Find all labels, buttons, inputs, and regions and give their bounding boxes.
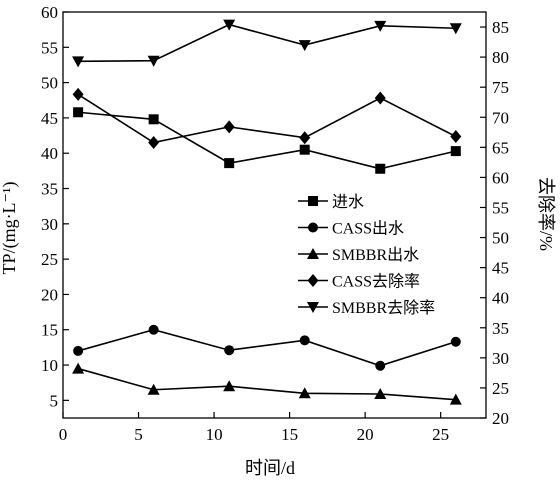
y-tick-label: 35 (41, 180, 58, 199)
y-tick-label: 15 (41, 321, 58, 340)
y2-tick-label: 65 (492, 138, 509, 157)
plot-frame (62, 11, 487, 419)
data-point (450, 336, 461, 347)
y-tick-label: 50 (41, 74, 58, 93)
legend-item: CASS去除率 (298, 273, 420, 291)
data-point (450, 146, 461, 157)
series-layer (72, 19, 462, 405)
data-point (299, 144, 310, 155)
series-line (77, 93, 457, 144)
left-y-axis-title: TP/(mg·L⁻¹) (0, 182, 20, 275)
y2-tick-label: 50 (492, 229, 509, 248)
y-tick-label: 60 (41, 3, 58, 22)
y-tick-label: 20 (41, 285, 58, 304)
legend-label: SMBBR去除率 (332, 299, 435, 317)
y2-tick-label: 60 (492, 168, 509, 187)
data-point (374, 91, 386, 105)
data-point (148, 324, 159, 335)
series-line (77, 367, 456, 401)
y2-tick-label: 20 (492, 409, 509, 428)
legend-marker (308, 222, 318, 233)
data-point (147, 383, 160, 395)
right-y-axis-title: 去除率/% (536, 177, 556, 251)
y2-tick-label: 55 (492, 198, 509, 217)
data-point (223, 380, 236, 392)
legend-item: CASS出水 (298, 220, 404, 238)
y2-tick-label: 35 (492, 319, 509, 338)
legend-label: SMBBR出水 (332, 246, 419, 264)
data-point (72, 362, 85, 374)
data-point (449, 23, 462, 35)
y-tick-label: 25 (41, 250, 58, 269)
data-point (148, 114, 159, 125)
y-tick-label: 5 (50, 391, 59, 410)
left-y-axis: 5 10 15 20 25 30 35 40 45 50 55 60 (41, 3, 69, 410)
data-point (375, 163, 386, 174)
x-tick-label: 0 (59, 425, 68, 444)
series-line (77, 328, 457, 367)
data-point (374, 20, 387, 32)
data-point (299, 335, 310, 346)
legend-marker (307, 248, 319, 259)
x-axis: 0 5 10 15 20 25 (59, 412, 449, 444)
legend-marker (307, 302, 319, 313)
plot-border (62, 11, 487, 419)
x-tick-label: 5 (134, 425, 143, 444)
y2-tick-label: 75 (492, 78, 509, 97)
y-tick-label: 40 (41, 144, 58, 163)
data-point (73, 345, 84, 356)
legend-label: CASS去除率 (332, 273, 420, 291)
series-0 (73, 107, 461, 174)
data-point (450, 130, 462, 144)
legend-marker (308, 196, 318, 206)
data-point (374, 387, 387, 399)
x-axis-title: 时间/d (245, 458, 295, 478)
x-tick-label: 20 (357, 425, 374, 444)
data-point (224, 158, 235, 169)
y-tick-label: 55 (41, 38, 58, 57)
data-point (299, 131, 311, 145)
data-point (73, 107, 84, 118)
series-3 (72, 87, 462, 150)
data-point (148, 136, 160, 150)
y2-tick-label: 30 (492, 349, 509, 368)
series-line (78, 111, 456, 170)
data-point (223, 120, 235, 134)
y2-tick-label: 25 (492, 379, 509, 398)
y-tick-label: 10 (41, 356, 58, 375)
data-point (72, 56, 85, 68)
data-point (224, 345, 235, 356)
data-point (72, 87, 84, 101)
data-point (298, 40, 311, 52)
y2-tick-label: 85 (492, 18, 509, 37)
series-4 (72, 19, 462, 68)
data-point (375, 360, 386, 371)
series-2 (72, 362, 462, 405)
legend-marker (307, 274, 319, 287)
data-point (449, 393, 462, 405)
data-point (147, 55, 160, 67)
right-y-axis: 20 25 30 35 40 45 50 55 60 65 70 75 80 85 (480, 18, 509, 428)
data-point (298, 387, 311, 399)
x-tick-label: 10 (206, 425, 223, 444)
x-tick-label: 15 (281, 425, 298, 444)
data-point (223, 19, 236, 31)
legend-label: CASS出水 (332, 220, 404, 238)
y-tick-label: 45 (41, 109, 58, 128)
y2-tick-label: 80 (492, 48, 509, 67)
y2-tick-label: 70 (492, 108, 509, 127)
y2-tick-label: 45 (492, 259, 509, 278)
series-line (78, 23, 456, 63)
legend-label: 进水 (332, 193, 364, 211)
series-1 (73, 324, 461, 371)
x-tick-label: 25 (432, 425, 449, 444)
legend-item: SMBBR出水 (298, 246, 419, 264)
y-tick-label: 30 (41, 215, 58, 234)
legend-item: SMBBR去除率 (298, 299, 435, 317)
legend-item: 进水 (298, 193, 364, 211)
legend: 进水 CASS出水 SMBBR出水 CASS去除率 SMBBR去除率 (298, 193, 435, 317)
y2-tick-label: 40 (492, 289, 509, 308)
